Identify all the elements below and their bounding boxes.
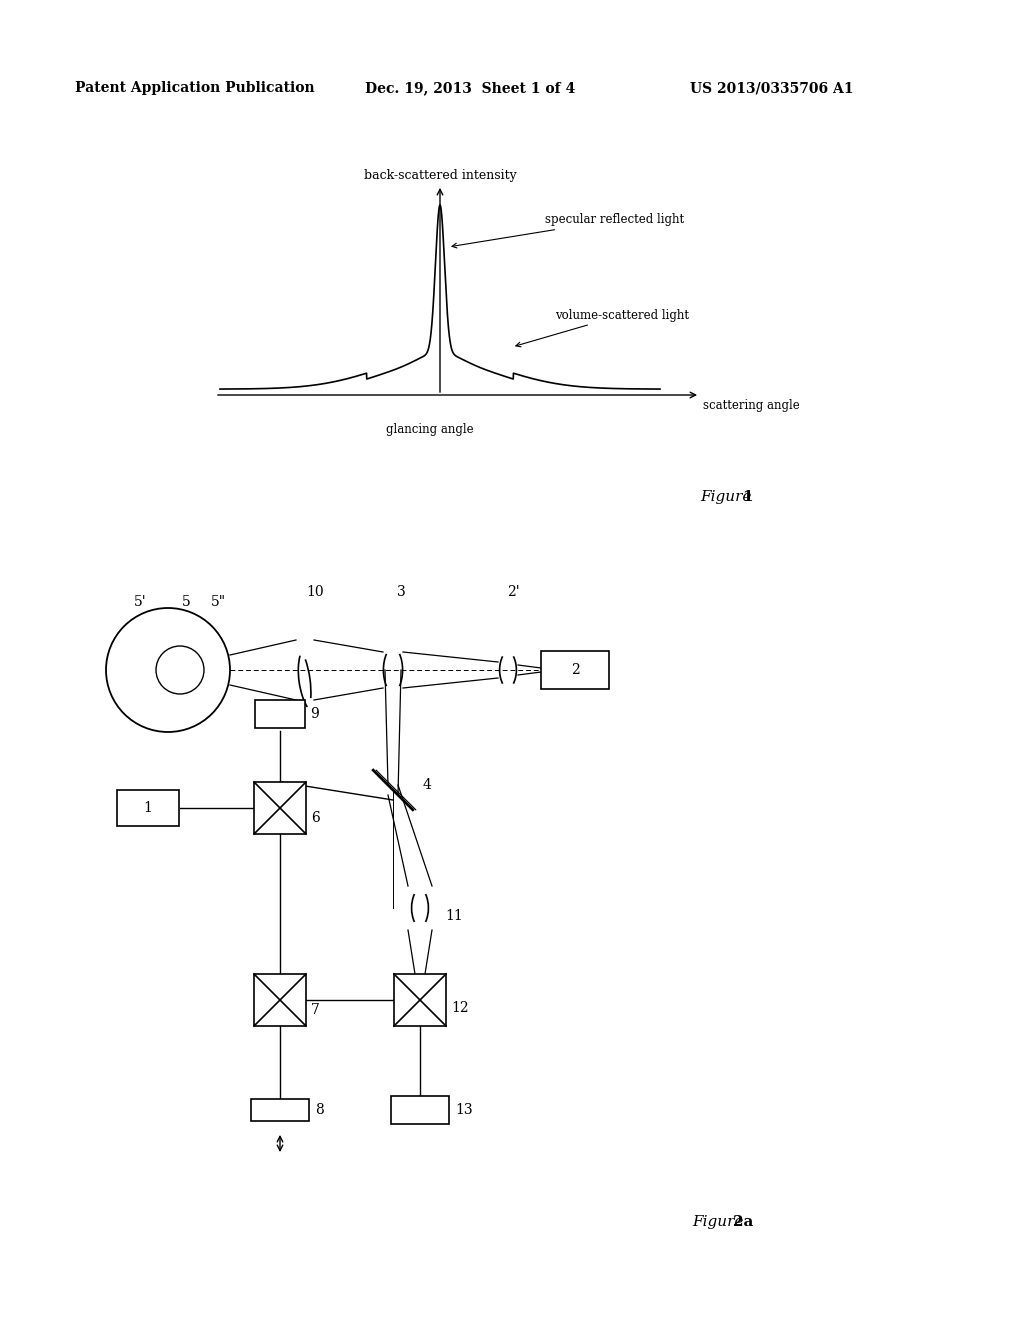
Text: 2a: 2a bbox=[733, 1214, 754, 1229]
Bar bbox=[254, 974, 306, 1026]
Bar bbox=[391, 1096, 449, 1125]
Bar bbox=[251, 1100, 309, 1121]
Text: 5: 5 bbox=[181, 595, 190, 609]
Text: 9: 9 bbox=[310, 708, 318, 721]
Text: 4: 4 bbox=[423, 777, 432, 792]
Text: glancing angle: glancing angle bbox=[386, 422, 474, 436]
Text: 5': 5' bbox=[134, 595, 146, 609]
Text: 2: 2 bbox=[570, 663, 580, 677]
Text: 13: 13 bbox=[455, 1104, 473, 1117]
Text: 11: 11 bbox=[445, 909, 463, 923]
Text: scattering angle: scattering angle bbox=[703, 399, 800, 412]
Text: 2': 2' bbox=[507, 585, 519, 599]
Text: 6: 6 bbox=[311, 810, 319, 825]
Text: 1: 1 bbox=[742, 490, 753, 504]
Text: US 2013/0335706 A1: US 2013/0335706 A1 bbox=[690, 81, 853, 95]
Text: specular reflected light: specular reflected light bbox=[452, 214, 684, 248]
Text: Figure: Figure bbox=[700, 490, 757, 504]
Text: 8: 8 bbox=[315, 1104, 324, 1117]
Bar bbox=[541, 651, 609, 689]
Bar bbox=[117, 789, 179, 826]
Text: volume-scattered light: volume-scattered light bbox=[516, 309, 689, 347]
Text: Dec. 19, 2013  Sheet 1 of 4: Dec. 19, 2013 Sheet 1 of 4 bbox=[365, 81, 575, 95]
Text: 7: 7 bbox=[311, 1003, 319, 1016]
Bar bbox=[255, 700, 305, 729]
Text: 3: 3 bbox=[396, 585, 406, 599]
Text: 5": 5" bbox=[211, 595, 225, 609]
Text: back-scattered intensity: back-scattered intensity bbox=[364, 169, 516, 182]
Bar bbox=[254, 781, 306, 834]
Text: Patent Application Publication: Patent Application Publication bbox=[75, 81, 314, 95]
Text: 1: 1 bbox=[143, 801, 153, 814]
Text: 12: 12 bbox=[451, 1001, 469, 1015]
Text: Figure: Figure bbox=[692, 1214, 749, 1229]
Bar bbox=[394, 974, 446, 1026]
Text: 10: 10 bbox=[306, 585, 324, 599]
